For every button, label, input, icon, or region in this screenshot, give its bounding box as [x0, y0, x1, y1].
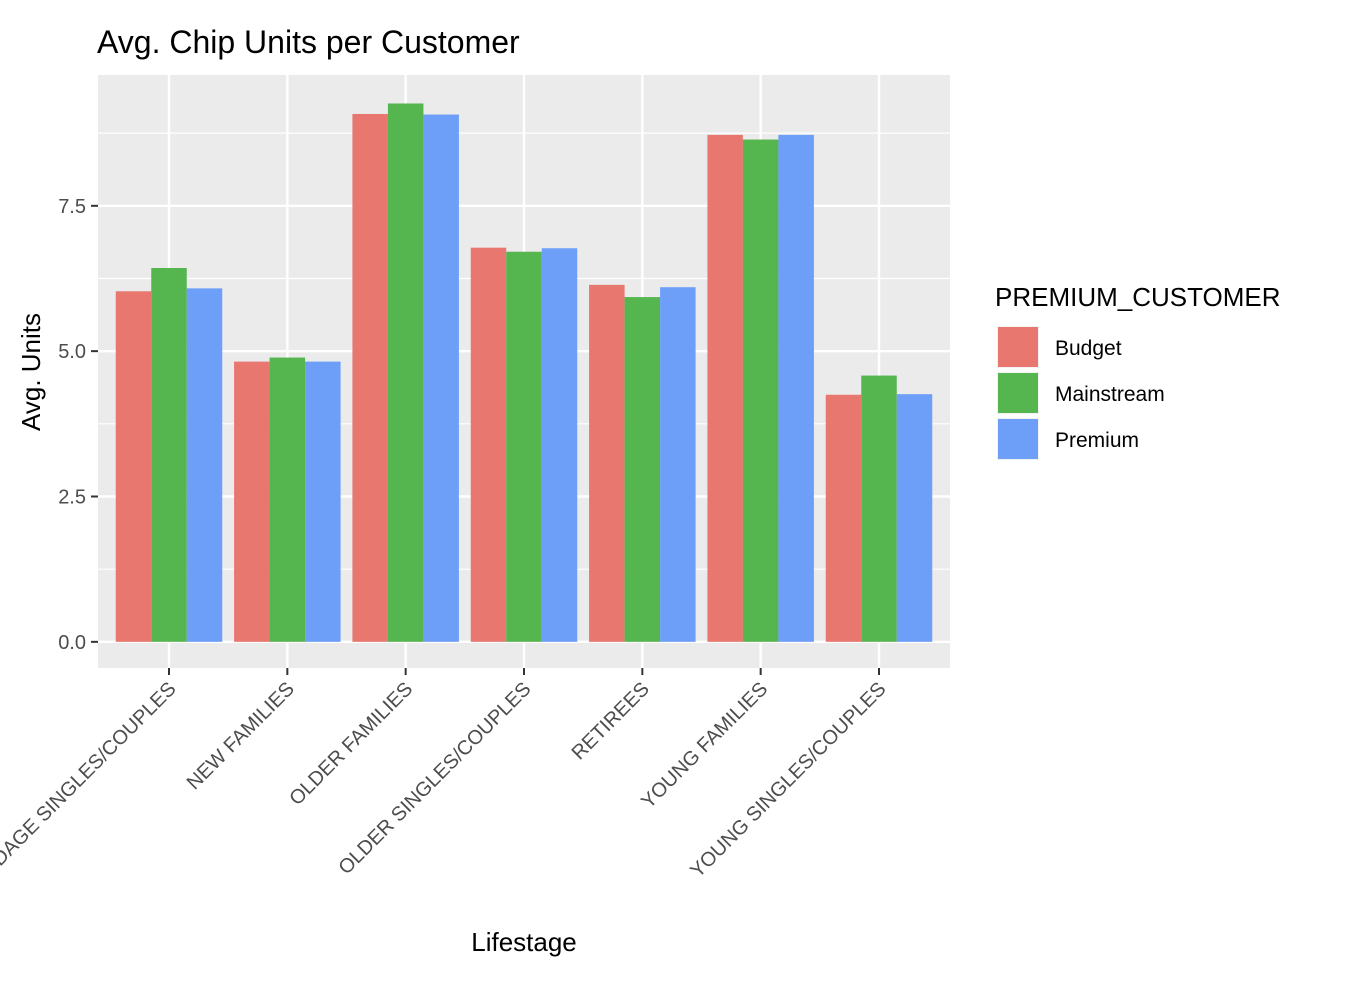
bar: [423, 114, 459, 642]
bar: [778, 134, 814, 642]
x-axis: MIDAGE SINGLES/COUPLES NEW FAMILIESOLDER …: [0, 668, 891, 886]
bar: [352, 113, 388, 642]
bar: [660, 287, 696, 642]
y-tick-label: 2.5: [58, 486, 86, 508]
legend-title: PREMIUM_CUSTOMER: [995, 282, 1281, 312]
bar: [541, 248, 578, 642]
bar: [742, 139, 779, 642]
y-axis: 0.0 2.5 5.0 7.5: [58, 196, 98, 654]
bar: [506, 251, 542, 642]
x-tick-label: OLDER FAMILIES: [285, 678, 417, 810]
y-tick-label: 5.0: [58, 341, 86, 363]
bar: [624, 297, 661, 642]
y-tick-label: 7.5: [58, 196, 86, 218]
legend-swatch: [998, 373, 1038, 413]
legend-label: Premium: [1055, 429, 1139, 452]
x-tick-label: RETIREES: [568, 678, 654, 764]
bar: [589, 284, 625, 642]
bar: [115, 291, 152, 642]
y-tick-label: 0.0: [58, 632, 86, 654]
bar: [470, 247, 507, 642]
bar: [825, 394, 862, 642]
bar: [707, 134, 743, 642]
bar: [305, 361, 341, 642]
chart-title: Avg. Chip Units per Customer: [97, 24, 520, 60]
bars: [115, 103, 933, 642]
y-axis-title: Avg. Units: [16, 313, 46, 431]
bar: [269, 357, 306, 642]
x-tick-label: MIDAGE SINGLES/COUPLES: [0, 678, 181, 886]
legend-swatch: [998, 327, 1038, 367]
x-tick-label: NEW FAMILIES: [183, 678, 299, 794]
legend-label: Budget: [1055, 337, 1122, 360]
bar: [896, 394, 933, 642]
x-axis-title: Lifestage: [471, 927, 577, 957]
x-tick-label: YOUNG SINGLES/COUPLES: [686, 678, 890, 882]
x-tick-label: YOUNG FAMILIES: [637, 678, 772, 813]
legend-swatch: [998, 419, 1038, 459]
bar: [861, 375, 897, 642]
bar: [186, 288, 223, 642]
bar: [151, 268, 187, 642]
bar: [234, 361, 270, 642]
bar: [387, 103, 424, 642]
legend: PREMIUM_CUSTOMER Budget Mainstream Premium: [995, 282, 1281, 460]
x-tick-label: OLDER SINGLES/COUPLES: [334, 678, 535, 879]
legend-label: Mainstream: [1055, 383, 1165, 406]
